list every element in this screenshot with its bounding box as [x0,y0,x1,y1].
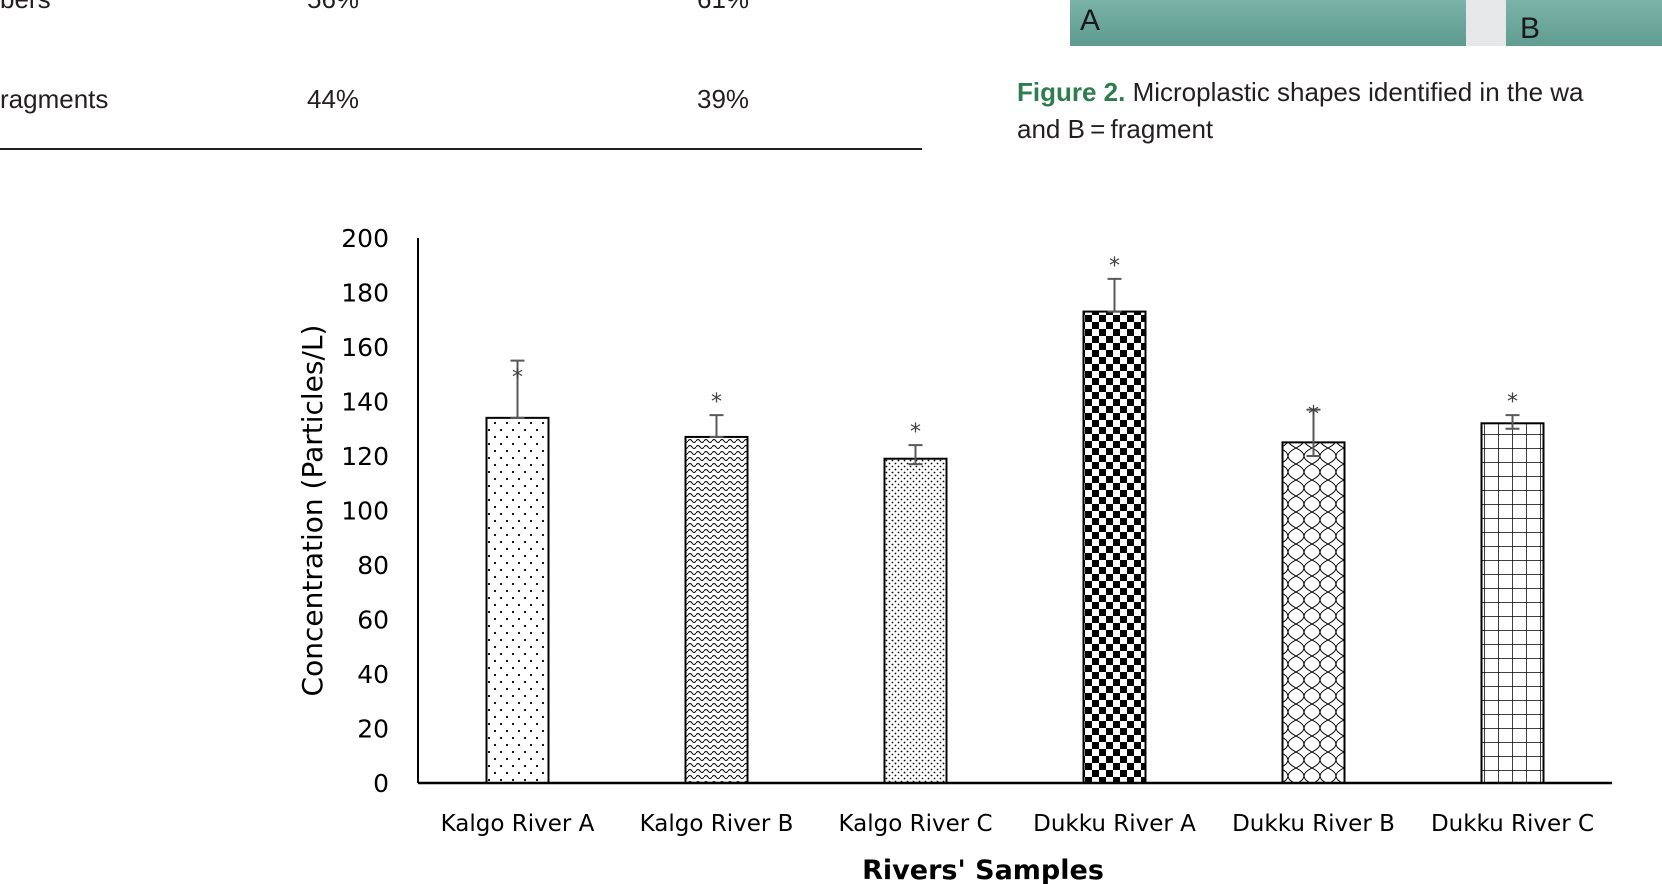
x-tick-label: Dukku River B [1232,811,1395,837]
y-tick-label: 120 [341,442,389,471]
panel-label-b: B [1520,12,1541,45]
bar [485,416,550,784]
table-cell-value: 56% [307,0,359,15]
significance-markers: * * * * * * [512,254,1518,445]
bar [1480,422,1545,784]
x-tick-label: Kalgo River A [441,811,595,837]
x-axis-title: Rivers' Samples [862,855,1104,884]
figure-label: Figure 2. [1017,77,1126,107]
y-tick-label: 140 [341,388,389,417]
x-tick-label: Dukku River A [1033,811,1196,837]
significance-star: * [1109,254,1120,279]
significance-star: * [1507,390,1518,415]
y-tick-label: 200 [341,224,389,253]
x-tick-label: Dukku River C [1431,811,1594,837]
panel-label-a: A [1080,4,1101,37]
figure-2-panel-a-photo: A [1070,0,1466,46]
y-tick-label: 20 [357,715,389,744]
y-axis-title: Concentration (Particles/L) [296,325,329,697]
y-tick-label: 0 [373,769,389,798]
table-cell-value: 44% [307,84,360,114]
bar [684,435,749,784]
y-axis-ticks: 0 20 40 60 80 100 120 140 160 180 200 [341,224,389,798]
y-tick-label: 160 [341,333,389,362]
caption-text-line2: and B = fragment [1017,114,1214,144]
y-tick-label: 80 [357,551,389,580]
bar [883,457,948,784]
bar [1082,310,1147,784]
figure-2-caption: Figure 2. Microplastic shapes identified… [1017,74,1662,148]
error-bars [510,277,1520,466]
y-tick-label: 40 [357,660,389,689]
bar [1281,441,1346,784]
bars [485,310,1545,784]
significance-star: * [1308,403,1319,428]
x-axis-ticks: Kalgo River A Kalgo River B Kalgo River C D… [441,811,1594,837]
x-tick-label: Kalgo River B [640,811,794,837]
caption-text: Microplastic shapes identified in the wa [1125,77,1584,107]
figure-2-panel-b-photo: B [1506,0,1662,46]
table-cell-shape: bers [0,0,51,15]
x-tick-label: Kalgo River C [838,811,992,837]
y-tick-label: 180 [341,279,389,308]
significance-star: * [512,366,523,391]
significance-star: * [711,390,722,415]
significance-star: * [910,420,921,445]
table-bottom-rule [0,148,922,150]
y-tick-label: 60 [357,606,389,635]
panel-divider [1466,0,1506,46]
y-tick-label: 100 [341,497,389,526]
table-cell-shape: ragments [0,84,109,114]
table-cell-value: 61% [697,0,749,15]
table-cell-value: 39% [697,84,750,114]
